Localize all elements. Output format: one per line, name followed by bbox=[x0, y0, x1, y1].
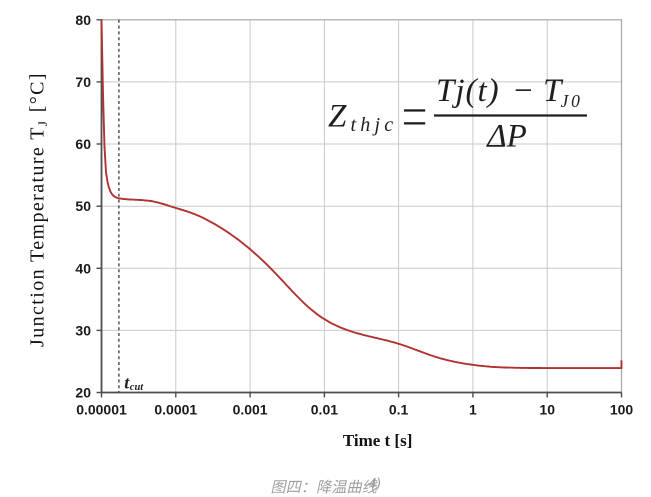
svg-text:0.1: 0.1 bbox=[389, 401, 409, 417]
svg-text:0.00001: 0.00001 bbox=[76, 401, 127, 417]
svg-text:t: t bbox=[124, 373, 130, 393]
svg-text:T: T bbox=[543, 73, 564, 109]
svg-text:10: 10 bbox=[539, 401, 555, 417]
svg-text:J0: J0 bbox=[561, 91, 583, 111]
svg-text:cut: cut bbox=[130, 382, 145, 393]
svg-text:Tj(t): Tj(t) bbox=[436, 73, 500, 109]
svg-text:1: 1 bbox=[469, 401, 477, 417]
svg-text:Time t [s]: Time t [s] bbox=[343, 431, 413, 450]
svg-text:40: 40 bbox=[75, 260, 91, 276]
svg-text:60: 60 bbox=[75, 136, 91, 152]
svg-text:100: 100 bbox=[610, 401, 634, 417]
svg-text:−: − bbox=[512, 73, 534, 109]
svg-text:ΔP: ΔP bbox=[485, 118, 527, 154]
svg-text:0.01: 0.01 bbox=[311, 401, 338, 417]
svg-text:Z: Z bbox=[328, 99, 347, 135]
svg-text:30: 30 bbox=[75, 323, 91, 339]
svg-text:20: 20 bbox=[75, 385, 91, 401]
svg-text:0.0001: 0.0001 bbox=[154, 401, 197, 417]
svg-text:80: 80 bbox=[75, 12, 91, 28]
svg-text:thjc: thjc bbox=[351, 114, 398, 136]
svg-text:Junction Temperature TJ [°C]: Junction Temperature TJ [°C] bbox=[27, 72, 51, 347]
svg-text:4): 4) bbox=[369, 474, 381, 490]
svg-text:50: 50 bbox=[75, 198, 91, 214]
svg-text:0.001: 0.001 bbox=[233, 401, 268, 417]
svg-text:70: 70 bbox=[75, 74, 91, 90]
